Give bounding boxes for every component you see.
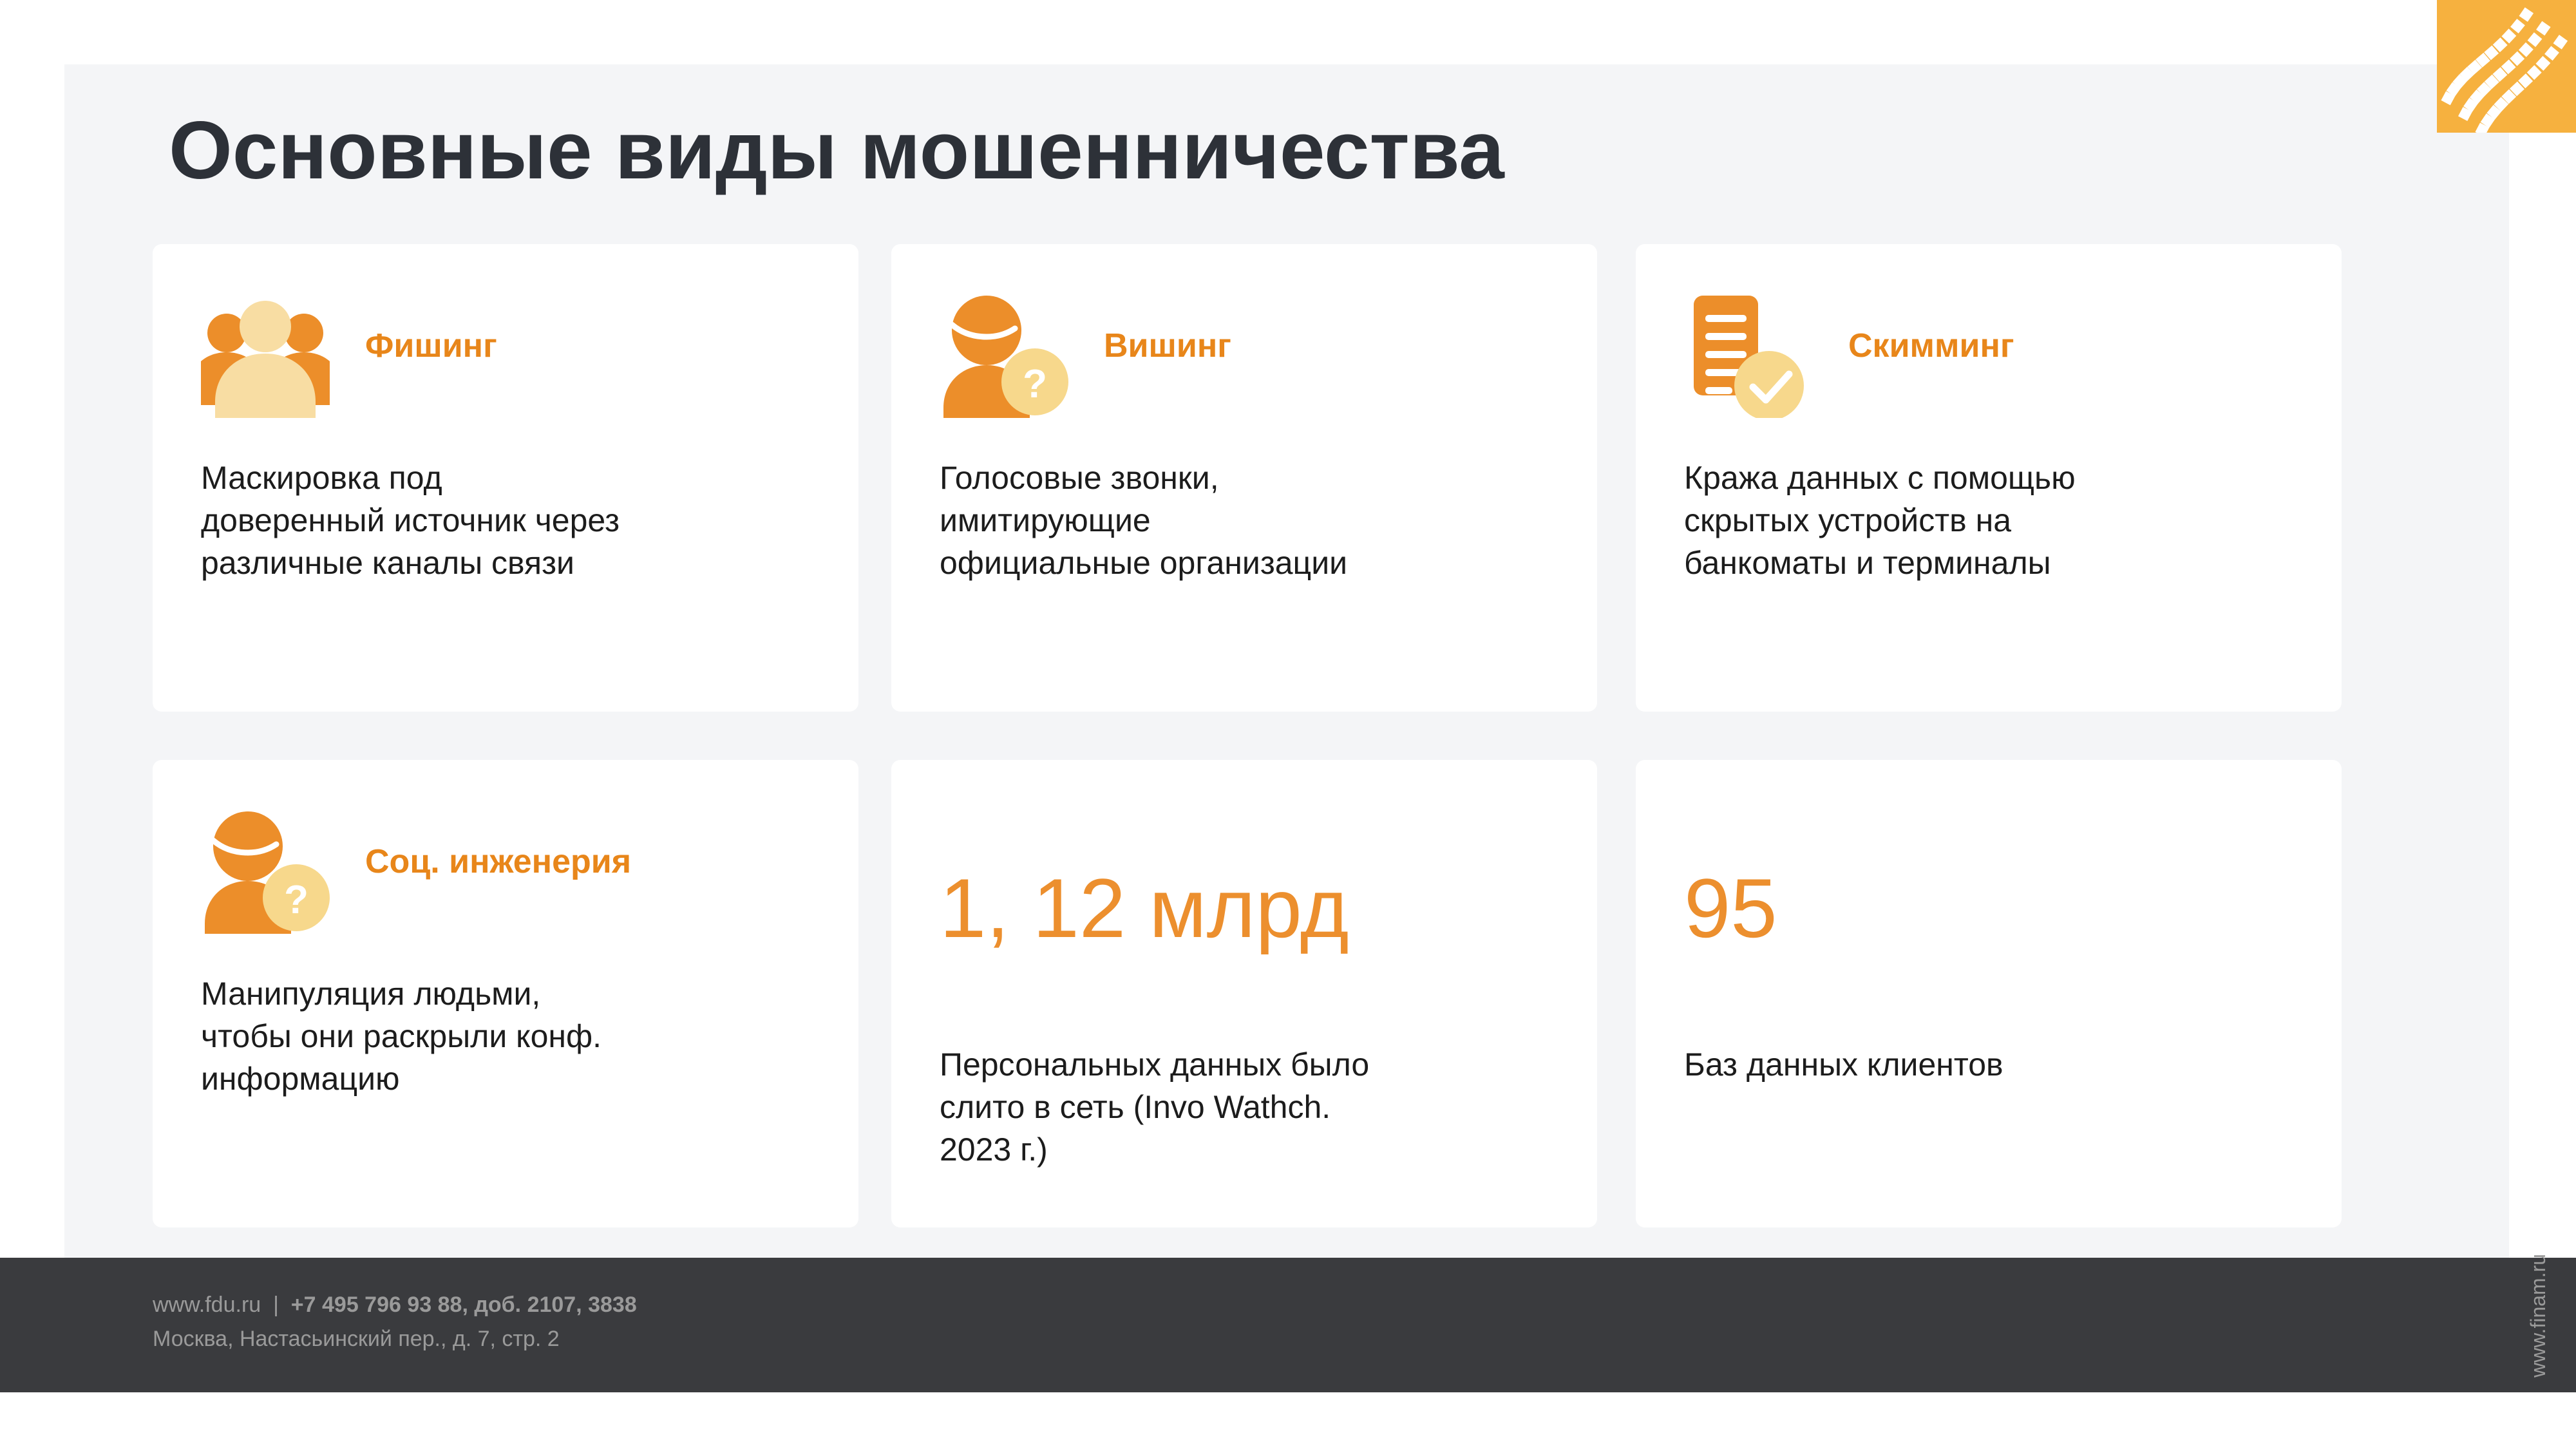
svg-text:?: ? <box>284 878 308 922</box>
svg-text:?: ? <box>1023 362 1047 406</box>
